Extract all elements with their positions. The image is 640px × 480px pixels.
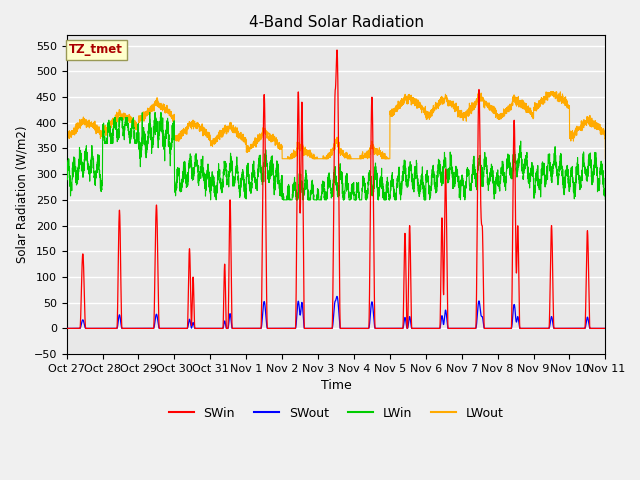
Y-axis label: Solar Radiation (W/m2): Solar Radiation (W/m2) (15, 126, 28, 264)
Legend: SWin, SWout, LWin, LWout: SWin, SWout, LWin, LWout (163, 402, 509, 425)
X-axis label: Time: Time (321, 379, 351, 392)
Title: 4-Band Solar Radiation: 4-Band Solar Radiation (248, 15, 424, 30)
Text: TZ_tmet: TZ_tmet (69, 43, 124, 56)
